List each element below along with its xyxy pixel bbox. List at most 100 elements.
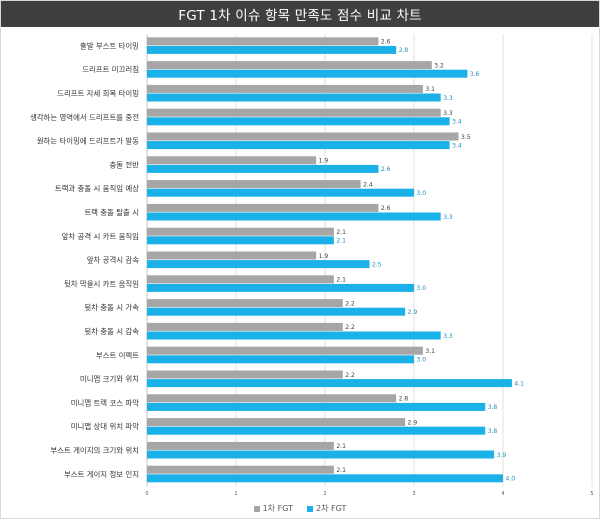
data-label-series-1: 1.9	[319, 158, 329, 165]
bar-series-1	[147, 275, 334, 284]
data-label-series-2: 4.1	[514, 380, 524, 387]
x-tick-label: 1	[234, 491, 237, 497]
category-label: 앞차 공격 시 카트 움직임	[62, 232, 139, 241]
data-label-series-2: 3.0	[417, 357, 427, 364]
chart-title: FGT 1차 이슈 항목 만족도 점수 비교 차트	[178, 8, 422, 24]
x-tick-label: 3	[412, 491, 415, 497]
data-label-series-2: 3.3	[443, 214, 453, 221]
data-label-series-2: 4.0	[506, 476, 516, 483]
data-label-series-2: 3.9	[497, 452, 507, 459]
bar-series-1	[147, 37, 379, 46]
category-label: 뒷차 막을시 카트 움직임	[64, 279, 139, 288]
data-label-series-1: 2.6	[381, 205, 391, 212]
category-label: 원하는 타이밍에 드리프트가 발동	[37, 137, 139, 146]
bar-series-1	[147, 84, 423, 93]
x-tick-label: 2	[323, 491, 326, 497]
category-label: 미니맵 트랙 코스 파악	[71, 398, 139, 407]
x-tick-label: 5	[590, 491, 593, 497]
bar-series-1	[147, 251, 317, 260]
x-tick-label: 4	[501, 491, 504, 497]
bar-series-1	[147, 465, 334, 474]
bar-series-1	[147, 394, 397, 403]
bar-series-1	[147, 156, 317, 165]
chart-title-bar: FGT 1차 이슈 항목 만족도 점수 비교 차트	[1, 1, 599, 27]
data-label-series-1: 3.1	[425, 86, 435, 93]
bar-series-1	[147, 108, 441, 117]
data-label-series-1: 2.1	[336, 277, 346, 284]
legend-item-series-1: 1차 FGT	[253, 503, 293, 514]
category-label: 앞차 공격시 감속	[87, 256, 139, 265]
data-label-series-2: 2.8	[399, 47, 409, 54]
category-label: 출발 부스트 타이밍	[80, 41, 139, 50]
legend-swatch-series-1	[253, 505, 260, 512]
bar-series-1	[147, 180, 361, 189]
bar-series-2	[147, 450, 495, 459]
bar-series-2	[147, 117, 450, 126]
data-label-series-1: 2.6	[381, 39, 391, 46]
category-label: 부스트 게이지의 크기와 위치	[50, 446, 139, 455]
legend-label-series-2: 2차 FGT	[316, 504, 347, 513]
bar-series-1	[147, 299, 343, 308]
data-label-series-1: 2.4	[363, 181, 373, 188]
bar-series-1	[147, 203, 379, 212]
data-label-series-2: 3.4	[452, 119, 462, 126]
data-label-series-2: 3.3	[443, 333, 453, 340]
data-label-series-1: 1.9	[319, 253, 329, 260]
data-label-series-2: 2.6	[381, 166, 391, 173]
bar-series-2	[147, 307, 406, 316]
data-label-series-1: 2.2	[345, 300, 355, 307]
bar-series-2	[147, 45, 397, 54]
bar-series-1	[147, 441, 334, 450]
data-label-series-1: 2.1	[336, 443, 346, 450]
data-label-series-1: 2.1	[336, 467, 346, 474]
bar-series-1	[147, 61, 432, 70]
bar-series-2	[147, 474, 503, 483]
bar-series-1	[147, 322, 343, 331]
category-label: 생각하는 영역에서 드리프트를 중전	[30, 113, 139, 122]
data-label-series-1: 2.2	[345, 324, 355, 331]
category-label: 드리프트 자세 회복 타이밍	[57, 89, 139, 98]
bar-series-2	[147, 141, 450, 150]
bar-series-2	[147, 236, 334, 245]
data-label-series-2: 2.1	[336, 238, 346, 245]
bar-series-2	[147, 93, 441, 102]
bar-series-2	[147, 212, 441, 221]
data-label-series-1: 2.2	[345, 372, 355, 379]
category-label: 트랙과 충돌 시 움직임 예상	[55, 184, 139, 193]
bar-series-1	[147, 227, 334, 236]
data-label-series-2: 3.0	[417, 285, 427, 292]
data-label-series-2: 3.4	[452, 142, 462, 149]
category-label: 드리프트 미끄러짐	[82, 65, 139, 74]
data-label-series-2: 3.3	[443, 95, 453, 102]
category-label: 미니맵 상대 위치 파악	[71, 422, 139, 431]
data-label-series-1: 3.1	[425, 348, 435, 355]
bar-series-2	[147, 69, 468, 78]
legend-item-series-2: 2차 FGT	[307, 503, 346, 514]
category-label: 트랙 충돌 탈출 시	[84, 208, 139, 217]
bar-series-1	[147, 132, 459, 141]
bar-series-2	[147, 402, 486, 411]
data-label-series-1: 3.2	[434, 62, 444, 69]
legend: 1차 FGT 2차 FGT	[0, 503, 600, 514]
data-label-series-1: 2.9	[408, 419, 418, 426]
legend-label-series-1: 1차 FGT	[262, 504, 293, 513]
data-label-series-2: 2.9	[408, 309, 418, 316]
data-label-series-2: 2.5	[372, 261, 382, 268]
bar-series-2	[147, 283, 414, 292]
data-label-series-2: 3.0	[417, 190, 427, 197]
legend-swatch-series-2	[307, 505, 313, 512]
bar-series-2	[147, 379, 512, 388]
bar-series-1	[147, 418, 406, 427]
category-label: 충돌 전반	[109, 160, 139, 169]
bar-series-2	[147, 164, 379, 173]
data-label-series-1: 3.5	[461, 134, 471, 141]
data-label-series-1: 3.3	[443, 110, 453, 117]
category-label: 뒷차 충돌 시 가속	[84, 303, 139, 312]
category-label: 부스트 이펙트	[96, 351, 139, 360]
x-tick-label: 0	[145, 491, 148, 497]
category-label: 부스트 게이지 정보 인지	[64, 470, 139, 479]
data-label-series-1: 2.1	[336, 229, 346, 236]
category-label: 미니맵 크기와 위치	[80, 375, 139, 384]
data-label-series-2: 3.8	[488, 428, 498, 435]
